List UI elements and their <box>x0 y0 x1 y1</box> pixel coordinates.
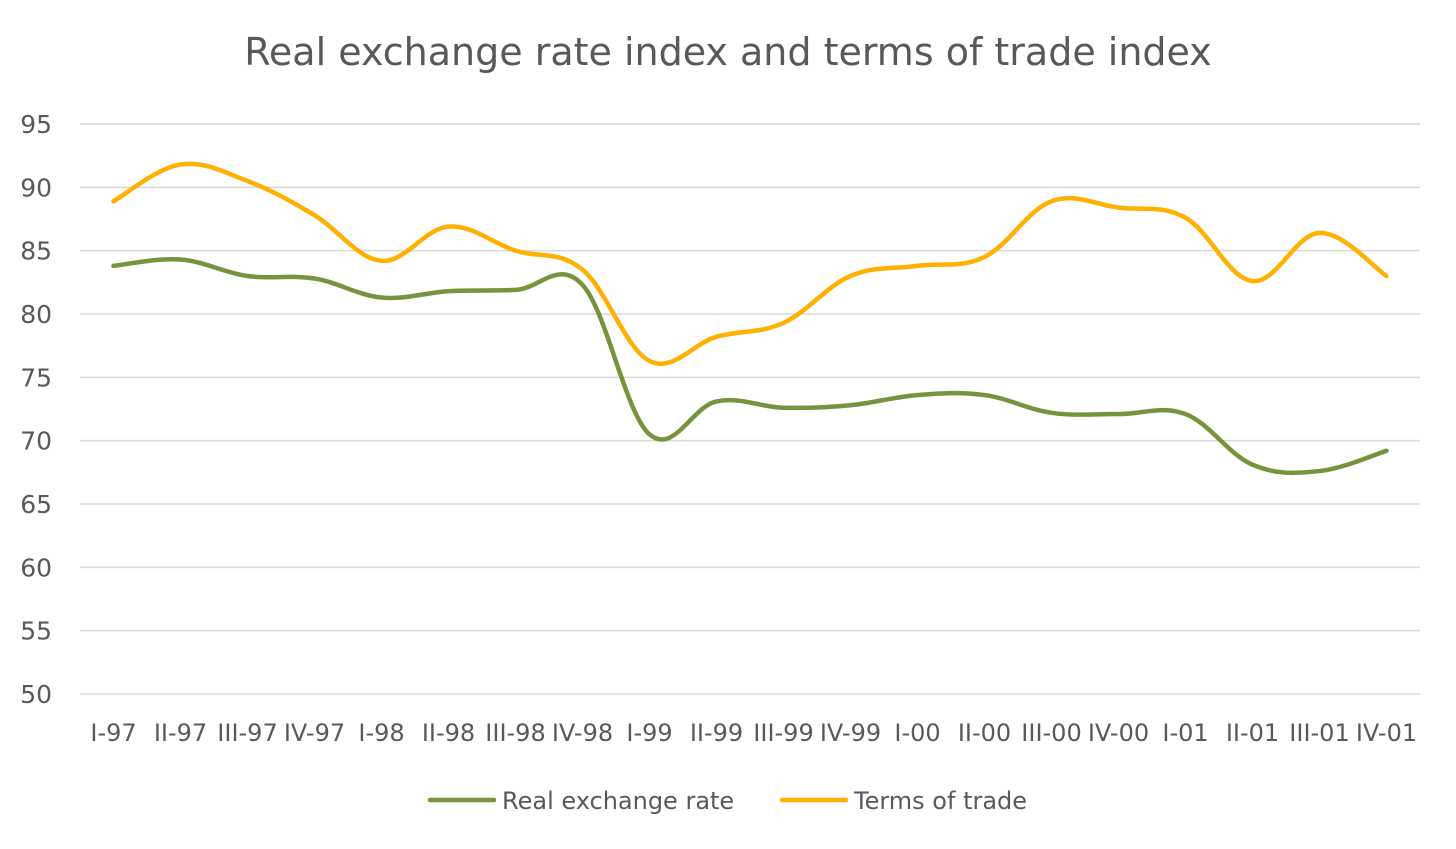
x-tick-label: IV-98 <box>552 719 613 747</box>
y-tick-label: 75 <box>20 363 52 392</box>
y-tick-label: 60 <box>20 553 52 582</box>
y-tick-label: 85 <box>20 237 52 266</box>
y-axis-tick-labels: 50 55 60 65 70 75 80 85 90 95 <box>20 110 52 709</box>
x-tick-label: III-01 <box>1289 719 1349 747</box>
x-tick-label: I-99 <box>626 719 672 747</box>
x-tick-label: III-99 <box>753 719 813 747</box>
x-tick-label: III-97 <box>217 719 277 747</box>
legend-label-terms-of-trade: Terms of trade <box>853 787 1027 815</box>
gridlines <box>80 123 1420 695</box>
x-tick-label: III-00 <box>1021 719 1081 747</box>
legend-label-real-exchange-rate: Real exchange rate <box>502 787 734 815</box>
series-lines <box>111 161 1389 476</box>
y-tick-label: 95 <box>20 110 52 139</box>
y-tick-label: 90 <box>20 173 52 202</box>
series-line-terms-of-trade <box>111 161 1389 366</box>
x-tick-label: I-01 <box>1162 719 1208 747</box>
series-line-real-exchange-rate <box>111 256 1389 476</box>
x-tick-label: IV-97 <box>284 719 345 747</box>
x-tick-label: IV-00 <box>1088 719 1149 747</box>
x-tick-label: II-99 <box>690 719 743 747</box>
y-tick-label: 50 <box>20 680 52 709</box>
x-tick-label: II-00 <box>958 719 1011 747</box>
x-tick-label: I-98 <box>358 719 404 747</box>
x-tick-label: II-97 <box>154 719 207 747</box>
y-tick-label: 55 <box>20 617 52 646</box>
chart-title: Real exchange rate index and terms of tr… <box>244 30 1212 74</box>
y-tick-label: 70 <box>20 427 52 456</box>
x-tick-label: II-01 <box>1226 719 1279 747</box>
x-tick-label: I-00 <box>894 719 940 747</box>
legend: Real exchange rate Terms of trade <box>427 787 1027 815</box>
x-tick-label: IV-99 <box>820 719 881 747</box>
x-tick-label: IV-01 <box>1356 719 1417 747</box>
x-tick-label: I-97 <box>90 719 136 747</box>
x-axis-tick-labels: I-97 II-97 III-97 IV-97 I-98 II-98 III-98 IV-98… <box>90 719 1417 747</box>
x-tick-label: III-98 <box>485 719 545 747</box>
y-tick-label: 65 <box>20 490 52 519</box>
y-tick-label: 80 <box>20 300 52 329</box>
x-tick-label: II-98 <box>422 719 475 747</box>
